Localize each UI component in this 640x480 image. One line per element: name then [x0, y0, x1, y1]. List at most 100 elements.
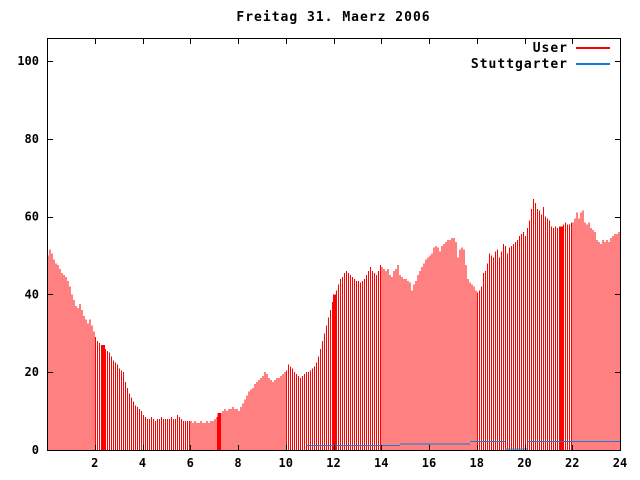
bar: [451, 237, 453, 450]
bar: [447, 239, 449, 450]
bar: [335, 290, 337, 450]
bar: [55, 263, 57, 450]
bar: [507, 253, 509, 450]
bar: [228, 409, 230, 450]
x-tick-label: 4: [139, 456, 146, 470]
bar: [511, 245, 513, 450]
bar: [190, 420, 192, 450]
bar: [250, 389, 252, 450]
bar: [156, 418, 158, 450]
bar: [441, 245, 443, 450]
bar: [421, 267, 423, 450]
bar: [449, 239, 451, 450]
y-tick-label: 100: [17, 54, 39, 68]
bar: [274, 379, 276, 450]
bar: [154, 420, 156, 450]
bar: [180, 418, 182, 450]
bar: [530, 208, 532, 450]
bar: [69, 286, 71, 450]
bar: [473, 286, 475, 450]
bar: [497, 249, 499, 450]
bar: [361, 280, 363, 450]
bar: [345, 271, 347, 450]
bar: [339, 278, 341, 450]
bar: [616, 234, 618, 450]
bar: [240, 407, 242, 450]
bar: [479, 290, 481, 450]
bar: [445, 241, 447, 450]
bar: [188, 420, 190, 450]
bar: [310, 370, 312, 450]
bar: [411, 290, 413, 450]
bar: [308, 372, 310, 450]
bar: [67, 280, 69, 450]
bar: [365, 274, 367, 450]
bar: [377, 271, 379, 450]
step-segment: [400, 443, 470, 445]
bar: [513, 243, 515, 450]
bar: [409, 282, 411, 450]
bar: [391, 276, 393, 450]
bar: [216, 416, 218, 450]
bar: [349, 274, 351, 450]
bar: [316, 362, 318, 450]
bar: [109, 352, 111, 450]
bar: [194, 420, 196, 450]
bar: [288, 364, 290, 450]
bar: [139, 409, 141, 450]
x-tick-label: 16: [422, 456, 436, 470]
bar: [586, 224, 588, 450]
bar: [495, 251, 497, 450]
bar: [528, 220, 530, 450]
bar: [242, 403, 244, 450]
step-segment: [469, 440, 506, 442]
bar: [198, 422, 200, 450]
bar: [95, 337, 97, 450]
bar: [129, 393, 131, 450]
bar: [61, 272, 63, 450]
bar: [332, 302, 334, 450]
bar: [290, 366, 292, 450]
bar: [556, 228, 558, 450]
bar: [304, 374, 306, 450]
bar: [540, 214, 542, 450]
bar: [217, 413, 221, 450]
y-tick-label: 80: [25, 132, 39, 146]
bar: [576, 212, 578, 450]
bar: [220, 413, 222, 450]
bar: [501, 251, 503, 450]
bar: [542, 206, 544, 450]
bar: [111, 356, 113, 450]
bar: [383, 269, 385, 450]
bar: [79, 304, 81, 450]
bar: [222, 411, 224, 450]
bar: [266, 374, 268, 450]
bar: [379, 265, 381, 450]
bar: [320, 348, 322, 450]
bar: [393, 271, 395, 450]
x-tick-label: 18: [470, 456, 484, 470]
bar: [612, 236, 614, 450]
bar: [509, 247, 511, 450]
bar: [590, 228, 592, 450]
axes: [47, 38, 621, 451]
bar: [532, 199, 534, 450]
bar: [407, 280, 409, 450]
bar: [467, 278, 469, 450]
bar: [381, 267, 383, 450]
bar: [276, 378, 278, 450]
bar: [562, 224, 564, 450]
bar: [264, 372, 266, 450]
bar: [117, 364, 119, 450]
bar: [343, 272, 345, 450]
bar: [133, 401, 135, 450]
x-tick-label: 12: [326, 456, 340, 470]
bar: [493, 257, 495, 450]
bar: [148, 418, 150, 450]
bar: [232, 407, 234, 450]
bar: [115, 362, 117, 450]
bar: [206, 420, 208, 450]
bar: [238, 411, 240, 450]
bar: [596, 239, 598, 450]
